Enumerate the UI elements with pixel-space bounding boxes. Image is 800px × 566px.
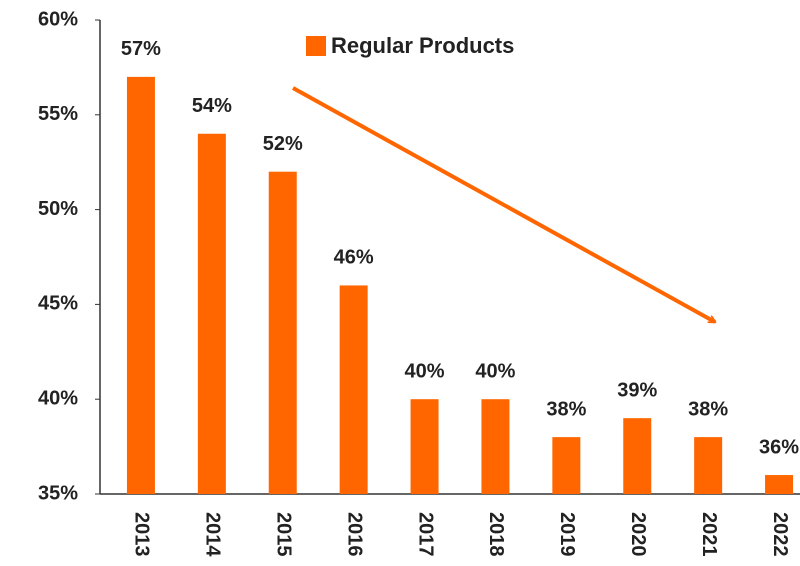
bar bbox=[765, 475, 794, 494]
value-label: 52% bbox=[263, 133, 303, 155]
legend-swatch bbox=[306, 36, 326, 56]
trend-arrow bbox=[292, 86, 715, 324]
bar bbox=[126, 76, 155, 494]
value-label: 40% bbox=[475, 360, 515, 382]
y-tick-label: 60% bbox=[38, 8, 78, 30]
y-tick-label: 45% bbox=[38, 293, 78, 315]
bar bbox=[197, 133, 226, 494]
bar bbox=[410, 399, 439, 494]
bar bbox=[481, 399, 510, 494]
value-label: 36% bbox=[759, 436, 799, 458]
x-tick-label: 2013 bbox=[131, 512, 153, 557]
bar bbox=[552, 437, 581, 494]
y-tick-label: 55% bbox=[38, 103, 78, 125]
value-label: 54% bbox=[192, 95, 232, 117]
x-tick-label: 2019 bbox=[556, 512, 578, 557]
x-tick-label: 2014 bbox=[202, 512, 224, 557]
x-tick-label: 2015 bbox=[272, 512, 294, 557]
x-tick-label: 2021 bbox=[698, 512, 720, 557]
value-label: 38% bbox=[688, 398, 728, 420]
x-tick-label: 2017 bbox=[414, 512, 436, 557]
value-label: 38% bbox=[546, 398, 586, 420]
legend-label: Regular Products bbox=[331, 33, 514, 58]
x-tick-label: 2018 bbox=[485, 512, 507, 557]
bar bbox=[623, 418, 652, 494]
value-label: 40% bbox=[405, 360, 445, 382]
y-tick-label: 40% bbox=[38, 387, 78, 409]
bar bbox=[268, 171, 297, 494]
bar bbox=[694, 437, 723, 494]
x-tick-label: 2016 bbox=[343, 512, 365, 557]
value-label: 39% bbox=[617, 379, 657, 401]
bar bbox=[339, 285, 368, 494]
value-label: 57% bbox=[121, 38, 161, 60]
value-label: 46% bbox=[334, 247, 374, 269]
y-tick-label: 50% bbox=[38, 198, 78, 220]
x-tick-label: 2022 bbox=[769, 512, 791, 557]
y-tick-label: 35% bbox=[38, 482, 78, 504]
x-tick-label: 2020 bbox=[627, 512, 649, 557]
